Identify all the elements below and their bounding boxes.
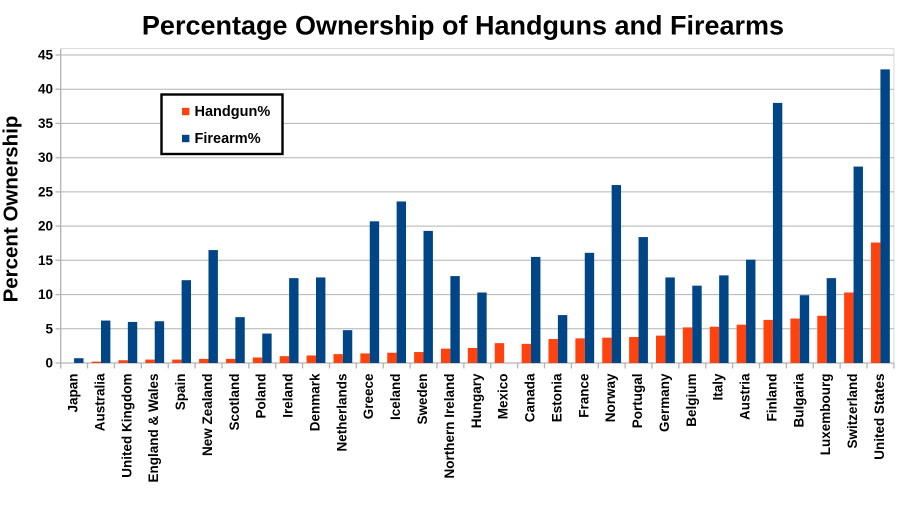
svg-text:Netherlands: Netherlands xyxy=(334,374,349,452)
svg-text:Denmark: Denmark xyxy=(307,373,322,431)
svg-text:45: 45 xyxy=(38,48,54,63)
svg-text:Northern Ireland: Northern Ireland xyxy=(442,374,457,479)
svg-text:Norway: Norway xyxy=(603,373,618,422)
svg-text:Mexico: Mexico xyxy=(496,374,511,420)
svg-text:Spain: Spain xyxy=(173,374,188,411)
svg-text:5: 5 xyxy=(45,321,53,336)
svg-text:40: 40 xyxy=(38,82,53,97)
svg-text:Firearm%: Firearm% xyxy=(195,131,261,147)
svg-text:Percent Ownership: Percent Ownership xyxy=(0,116,23,303)
svg-text:Hungary: Hungary xyxy=(469,373,484,428)
svg-text:Italy: Italy xyxy=(711,373,726,401)
svg-text:United States: United States xyxy=(872,374,887,460)
svg-text:25: 25 xyxy=(38,184,54,199)
svg-text:Poland: Poland xyxy=(254,374,269,419)
svg-text:Australia: Australia xyxy=(92,373,107,431)
svg-text:15: 15 xyxy=(38,253,54,268)
svg-text:Japan: Japan xyxy=(66,374,81,413)
svg-text:Sweden: Sweden xyxy=(415,374,430,425)
svg-text:New Zealand: New Zealand xyxy=(200,374,215,457)
svg-text:Germany: Germany xyxy=(657,373,672,432)
svg-text:30: 30 xyxy=(38,150,53,165)
svg-text:Percentage Ownership of Handgu: Percentage Ownership of Handguns and Fir… xyxy=(142,11,784,41)
svg-text:Scotland: Scotland xyxy=(227,374,242,431)
svg-text:35: 35 xyxy=(38,116,54,131)
svg-text:Finland: Finland xyxy=(764,374,779,422)
svg-text:Bulgaria: Bulgaria xyxy=(791,373,806,428)
svg-text:England & Wales: England & Wales xyxy=(146,374,161,483)
svg-text:Canada: Canada xyxy=(523,373,538,422)
svg-text:Greece: Greece xyxy=(361,373,376,419)
svg-text:0: 0 xyxy=(45,356,53,371)
svg-text:Switzerland: Switzerland xyxy=(845,374,860,449)
svg-text:Portugal: Portugal xyxy=(630,374,645,429)
svg-text:20: 20 xyxy=(38,219,53,234)
svg-text:Handgun%: Handgun% xyxy=(195,104,271,120)
svg-text:Estonia: Estonia xyxy=(549,373,564,422)
svg-text:10: 10 xyxy=(38,287,53,302)
svg-text:United Kingdom: United Kingdom xyxy=(119,374,134,478)
svg-text:Ireland: Ireland xyxy=(281,374,296,418)
svg-text:Belgium: Belgium xyxy=(684,374,699,427)
svg-text:France: France xyxy=(576,373,591,418)
svg-text:Austria: Austria xyxy=(738,373,753,420)
svg-text:Iceland: Iceland xyxy=(388,374,403,421)
svg-text:Luxembourg: Luxembourg xyxy=(818,374,833,456)
